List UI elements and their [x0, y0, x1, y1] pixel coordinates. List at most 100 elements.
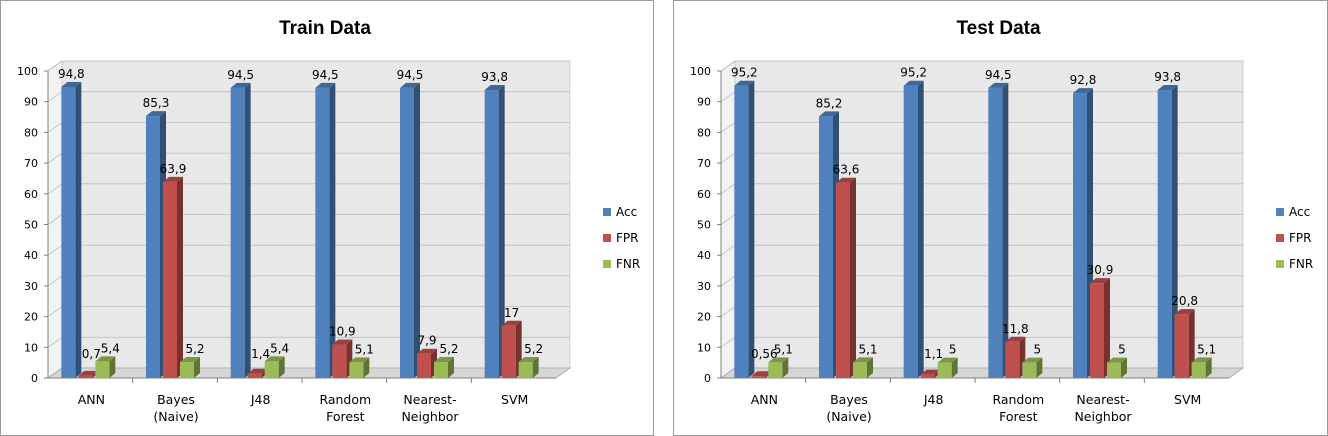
category-label: ANN	[751, 392, 778, 407]
bar-top	[853, 357, 873, 363]
data-label: 5,1	[774, 342, 793, 356]
test-bar-fpr	[1090, 278, 1110, 378]
data-label: 20,8	[1171, 294, 1198, 308]
legend-swatch	[603, 208, 611, 216]
bar-top	[61, 81, 82, 87]
bar-top	[247, 368, 268, 374]
bar-front	[95, 361, 110, 378]
gridline-side	[720, 152, 736, 164]
data-label: 30,9	[1087, 263, 1114, 277]
legend-label: FNR	[1289, 257, 1313, 271]
test-bar-fnr	[1107, 357, 1127, 378]
bar-front	[349, 362, 364, 378]
bar-side	[109, 356, 116, 378]
bar-top	[264, 356, 285, 362]
bar-front	[836, 182, 850, 378]
train-bar-fnr	[264, 356, 285, 378]
bar-front	[751, 376, 766, 378]
gridline-side	[47, 275, 63, 287]
category-label: Neighbor	[1074, 409, 1132, 424]
train-bar-fnr	[518, 357, 539, 378]
bar-top	[751, 371, 772, 377]
y-tick-label: 50	[24, 219, 38, 232]
gridline-side	[47, 60, 63, 72]
data-label: 92,8	[1070, 73, 1097, 87]
data-label: 5,2	[439, 342, 458, 356]
y-tick-label: 90	[24, 96, 38, 109]
data-label: 85,2	[816, 96, 843, 110]
train-chart-panel: Train Data 0 10 20 30 40 50 60 70 80 90 100 94,8 0,7 5…	[0, 0, 654, 436]
gridline-side	[47, 214, 63, 225]
bar-top	[518, 357, 539, 363]
bar-front	[1090, 283, 1104, 378]
category-label: Forest	[999, 409, 1037, 424]
test-bar-acc	[734, 80, 755, 379]
train-bar-acc	[230, 82, 251, 378]
legend-swatch	[1276, 208, 1284, 216]
test-bar-fnr	[937, 357, 958, 378]
data-label: 5,2	[524, 342, 543, 356]
gridline-side	[720, 183, 736, 195]
test-bar-fnr	[1022, 357, 1043, 378]
bar-side	[448, 357, 454, 378]
train-bar-acc	[400, 82, 420, 378]
bar-front	[920, 374, 935, 378]
bar-top	[988, 82, 1009, 88]
category-label: SVM	[1174, 392, 1201, 407]
bar-top	[903, 80, 924, 86]
data-label: 5	[949, 343, 957, 357]
data-label: 0,56	[751, 347, 778, 361]
y-tick-label: 40	[697, 249, 711, 262]
category-label: Nearest-	[1076, 392, 1129, 407]
gridline-side	[720, 60, 736, 72]
y-tick-label: 70	[697, 157, 711, 170]
category-label: Bayes	[157, 392, 195, 407]
bar-top	[180, 357, 200, 363]
data-label: 95,2	[900, 66, 927, 80]
chart-title: Test Data	[956, 18, 1041, 39]
chart-title: Train Data	[279, 18, 371, 39]
data-label: 93,8	[481, 70, 508, 84]
bar-side	[951, 357, 958, 378]
bar-top	[819, 111, 839, 117]
gridline-side	[47, 183, 63, 195]
gridline-side	[720, 122, 736, 133]
legend-label: FPR	[1289, 231, 1311, 245]
bar-front	[180, 362, 194, 378]
y-tick-label: 60	[24, 188, 38, 201]
gridline-side	[47, 336, 63, 348]
data-label: 5,1	[355, 342, 374, 356]
y-tick-label: 90	[697, 96, 711, 109]
bar-front	[988, 87, 1003, 378]
category-label: Bayes	[830, 392, 868, 407]
bar-side	[278, 356, 285, 378]
bar-front	[78, 375, 93, 378]
data-label: 1,4	[251, 347, 270, 361]
bar-front	[937, 362, 952, 378]
bar-top	[836, 177, 856, 183]
test-bar-fpr	[836, 177, 856, 378]
bar-front	[61, 86, 76, 379]
bar-side	[1121, 357, 1127, 378]
y-tick-label: 30	[697, 280, 711, 293]
train-bar-fpr	[501, 320, 522, 378]
train-bar-acc	[484, 85, 505, 378]
bar-top	[146, 111, 166, 117]
train-bar-fpr	[163, 176, 183, 378]
bar-top	[1174, 309, 1195, 315]
bar-top	[937, 357, 958, 363]
train-bar-fnr	[95, 356, 116, 378]
y-tick-label: 30	[24, 280, 38, 293]
data-label: 93,8	[1154, 70, 1181, 84]
y-tick-label: 60	[697, 188, 711, 201]
bar-front	[417, 353, 431, 378]
data-label: 10,9	[329, 325, 356, 339]
bar-side	[75, 81, 82, 379]
gridline-side	[720, 275, 736, 287]
bar-side	[177, 176, 183, 378]
bar-top	[1107, 357, 1127, 363]
bar-front	[501, 325, 516, 378]
y-tick-label: 100	[17, 65, 38, 78]
data-label: 94,8	[58, 67, 85, 81]
